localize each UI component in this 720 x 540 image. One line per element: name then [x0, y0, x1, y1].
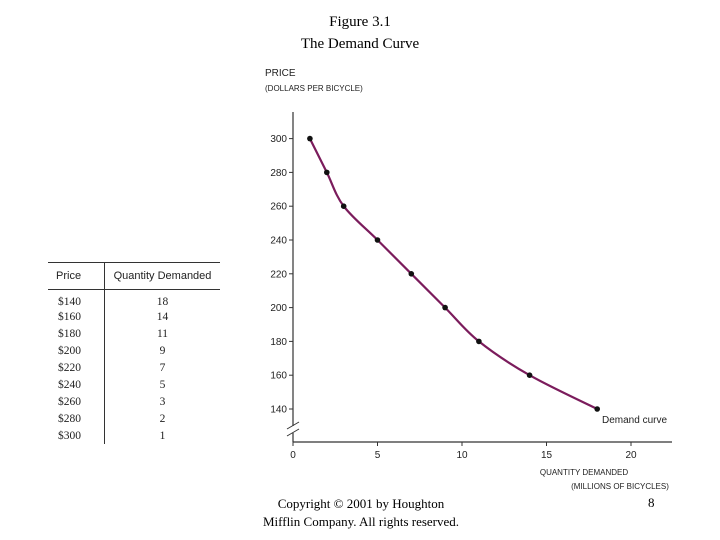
table-row: $160 14 [48, 308, 220, 325]
demand-curve-point [476, 338, 482, 345]
demand-curve-point [340, 203, 347, 209]
quantity-cell: 9 [159, 344, 166, 357]
axis-break-mark [286, 421, 300, 430]
x-axis-unit-label: (MILLIONS OF BICYCLES) [571, 482, 669, 491]
x-tick-label: 5 [375, 450, 381, 461]
y-tick-label: 280 [270, 168, 287, 179]
price-cell: $160 [48, 308, 105, 325]
table-row: $180 11 [48, 325, 220, 342]
quantity-cell: 5 [159, 378, 166, 391]
copyright-notice: Copyright © 2001 by Houghton Mifflin Com… [252, 495, 470, 531]
table-row: $300 1 [48, 427, 220, 444]
x-tick-label: 20 [625, 450, 637, 461]
y-tick-label: 200 [270, 303, 287, 314]
demand-curve-point [374, 237, 381, 243]
price-cell: $200 [48, 342, 105, 359]
price-cell: $220 [48, 359, 105, 376]
quantity-column-header: Quantity Demanded [104, 262, 220, 290]
demand-curve-point [526, 372, 533, 379]
y-tick-label: 300 [270, 134, 287, 145]
demand-curve-point [307, 135, 313, 142]
y-tick-label: 220 [270, 269, 287, 280]
price-cell: $140 [48, 289, 105, 308]
price-cell: $280 [48, 410, 105, 427]
page-number: 8 [648, 495, 655, 510]
quantity-cell: 11 [156, 327, 169, 340]
y-tick-label: 140 [270, 405, 287, 416]
copyright-line-2: Mifflin Company. All rights reserved. [262, 514, 460, 529]
x-tick-label: 0 [290, 450, 296, 461]
quantity-cell: 7 [159, 361, 166, 374]
x-tick-label: 10 [456, 450, 468, 461]
demand-curve-line [308, 138, 598, 410]
x-tick-label: 15 [541, 450, 553, 461]
price-cell: $300 [48, 427, 105, 444]
demand-curve-point [442, 304, 448, 311]
figure-label: Figure 3.1 [329, 14, 391, 30]
figure-title: The Demand Curve [300, 36, 420, 52]
price-cell: $180 [48, 325, 105, 342]
copyright-line-1: Copyright © 2001 by Houghton [277, 496, 445, 511]
table-row: $280 2 [48, 410, 220, 427]
quantity-cell: 2 [159, 412, 166, 425]
quantity-cell: 3 [159, 395, 166, 408]
price-column-header: Price [48, 262, 105, 290]
table-row: $260 3 [48, 393, 220, 410]
table-row: $140 18 [48, 289, 220, 308]
y-tick-label: 160 [270, 371, 287, 382]
table-row: $240 5 [48, 376, 220, 393]
table-row: $220 7 [48, 359, 220, 376]
demand-curve-annotation: Demand curve [602, 415, 667, 426]
quantity-cell: 1 [159, 429, 166, 442]
x-axis-label: QUANTITY DEMANDED [540, 468, 629, 477]
price-cell: $260 [48, 393, 105, 410]
y-tick-label: 240 [270, 236, 287, 247]
axis-break-mark [286, 428, 300, 437]
y-tick-label: 180 [270, 337, 287, 348]
y-axis-unit-label: (DOLLARS PER BICYCLE) [265, 84, 363, 93]
demand-curve-point [594, 406, 600, 412]
price-cell: $240 [48, 376, 105, 393]
demand-schedule-table: Price Quantity Demanded $140 18 $160 14 … [48, 262, 220, 444]
y-tick-label: 260 [270, 202, 287, 213]
demand-curve-point [408, 271, 415, 277]
demand-curve-point [324, 169, 330, 176]
y-axis-label: PRICE [265, 68, 296, 79]
quantity-cell: 14 [156, 310, 169, 323]
quantity-cell: 18 [156, 296, 169, 308]
table-row: $200 9 [48, 342, 220, 359]
